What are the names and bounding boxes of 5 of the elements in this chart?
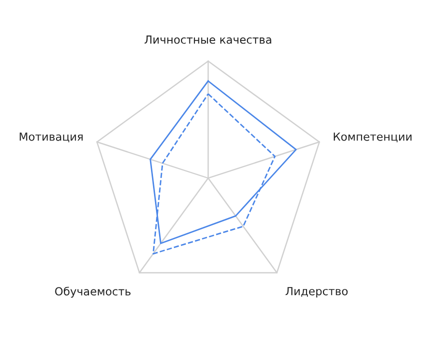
spoke-label: Обучаемость bbox=[55, 286, 131, 298]
spoke-label: Лидерство bbox=[286, 287, 348, 298]
spoke-label: Компетенции bbox=[334, 132, 412, 142]
spoke-label: Мотивация bbox=[20, 132, 83, 142]
spoke-label: Личностные качества bbox=[144, 36, 272, 44]
